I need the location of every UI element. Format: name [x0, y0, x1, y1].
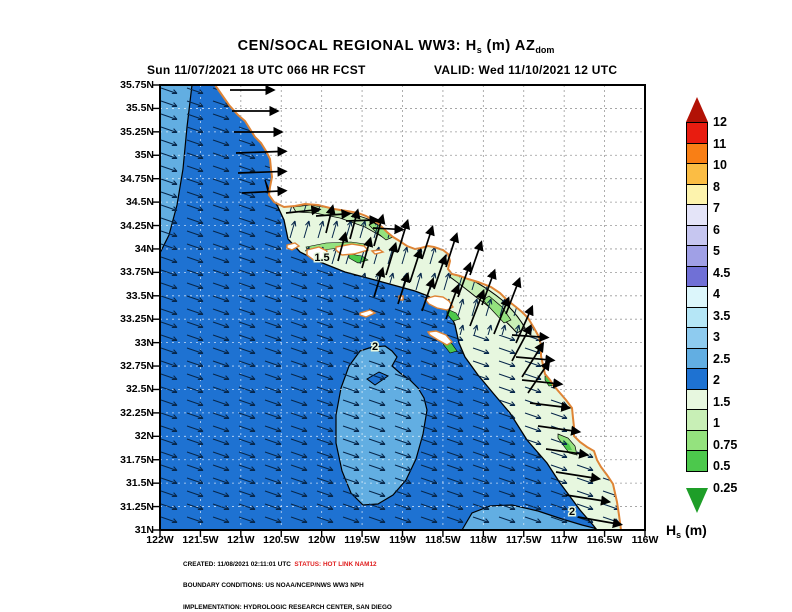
lat-tick-label: 32N [134, 430, 154, 443]
lat-tick-label: 34N [134, 242, 154, 255]
colorbar-segment [686, 163, 708, 185]
lon-tick-label: 118W [469, 534, 497, 546]
lon-tick-label: 116.5W [586, 534, 623, 546]
lon-tick-label: 119.5W [344, 534, 380, 546]
colorbar-tick-label: 0.5 [713, 459, 731, 474]
lat-tick-label: 34.25N [120, 219, 154, 232]
colorbar-tick-label: 0.75 [713, 437, 738, 452]
colorbar-segment [686, 327, 708, 349]
colorbar-segment [686, 429, 708, 452]
colorbar-tick-label: 1.5 [713, 394, 731, 409]
colorbar-tick-label: 5 [713, 244, 720, 259]
colorbar-tick-label: 11 [713, 136, 727, 151]
colorbar-tick-label: 3 [713, 330, 720, 345]
contour-label: 2 [372, 341, 378, 353]
colorbar-tick-label: 0.25 [713, 481, 738, 495]
lat-tick-label: 34.75N [120, 172, 154, 185]
map-frame [159, 84, 646, 531]
colorbar-segment [686, 347, 708, 370]
lon-tick-label: 121W [227, 534, 255, 546]
lat-tick-label: 32.25N [120, 406, 154, 419]
colorbar-segment [686, 450, 708, 472]
colorbar-segment [686, 183, 708, 206]
island-san-nicolas [359, 309, 377, 318]
lon-tick-label: 120.5W [263, 534, 300, 546]
lat-tick-label: 33.5N [125, 289, 154, 302]
colorbar-segment [686, 122, 708, 144]
colorbar-segment [686, 265, 708, 288]
colorbar-segment [686, 224, 708, 247]
contour-label: 2 [569, 506, 575, 518]
plot-footer: CREATED: 11/08/2021 02:11:01 UTC STATUS:… [183, 546, 392, 612]
colorbar-tick-label: 3.5 [713, 308, 731, 323]
lon-tick-label: 117.5W [505, 534, 542, 546]
lat-tick-label: 32.5N [125, 383, 154, 396]
colorbar-segment [686, 204, 708, 226]
lat-tick-label: 31N [134, 524, 154, 536]
contour-labels: 1.5 2 2 [313, 251, 577, 520]
colorbar-tick-label: 12 [713, 115, 727, 129]
lat-tick-label: 31.25N [120, 500, 154, 513]
colorbar-segment [686, 286, 708, 308]
run-time-label: Sun 11/07/2021 18 UTC 066 HR FCST [147, 63, 366, 77]
island-san-clemente [426, 330, 454, 346]
colorbar-tick-label: 10 [713, 158, 727, 173]
lat-tick-label: 31.75N [120, 453, 154, 466]
colorbar-tick-label: 2.5 [713, 351, 731, 366]
colorbar-tick-label: 1 [713, 416, 720, 431]
lon-tick-label: 120W [307, 534, 336, 546]
lon-tick-label: 121.5W [182, 534, 219, 546]
lat-tick-label: 35.25N [120, 125, 154, 138]
colorbar-tick-label: 7 [713, 201, 720, 216]
island-santa-rosa [306, 246, 328, 262]
colorbar-tick-label: 4 [713, 287, 720, 302]
colorbar-tick-label: 6 [713, 222, 720, 237]
colorbar-tick-label: 2 [713, 373, 720, 388]
lat-tick-label: 34.5N [125, 196, 154, 209]
lat-tick-label: 32.75N [120, 360, 154, 373]
colorbar-tick-label: 8 [713, 179, 720, 194]
footer-implementation-line: IMPLEMENTATION: HYDROLOGIC RESEARCH CENT… [183, 604, 392, 612]
coastal-wave-vectors [230, 84, 624, 529]
valid-time-label: VALID: Wed 11/10/2021 12 UTC [434, 63, 618, 77]
contour-label: 1.5 [314, 252, 329, 264]
lat-tick-label: 33N [134, 336, 154, 349]
island-catalina [423, 295, 455, 311]
lon-tick-label: 122W [146, 534, 174, 546]
lon-tick-label: 117W [550, 534, 578, 546]
lat-tick-label: 33.25N [120, 313, 154, 326]
lat-tick-label: 35N [134, 149, 154, 162]
colorbar-arrow-down [686, 488, 708, 513]
footer-boundary-line: BOUNDARY CONDITIONS: US NOAA/NCEP/NWS WW… [183, 582, 364, 590]
colorbar-segment [686, 388, 708, 411]
lon-tick-label: 116W [631, 534, 659, 546]
footer-status: STATUS: HOT LINK NAM12 [294, 560, 377, 568]
axis-ticks [153, 84, 646, 537]
island-anacapa [370, 249, 385, 255]
colorbar-segment [686, 245, 708, 267]
channel-islands [286, 242, 455, 346]
colorbar-segment [686, 142, 708, 165]
colorbar-unit-label: Hs (m) [666, 522, 707, 540]
lon-tick-label: 118.5W [425, 534, 461, 546]
page-title: CEN/SOCAL REGIONAL WW3: Hs (m) AZdom [237, 38, 555, 55]
lat-tick-label: 33.75N [120, 266, 154, 279]
colorbar-segment [686, 368, 708, 390]
colorbar [686, 122, 708, 472]
colorbar-tick-label: 4.5 [713, 265, 731, 280]
island-san-miguel [286, 242, 301, 251]
island-santa-cruz [335, 243, 370, 256]
colorbar-arrow-up [686, 97, 708, 122]
wave-height-map: 1.5 2 2 [153, 84, 646, 537]
lat-tick-label: 35.5N [125, 102, 154, 115]
lon-tick-label: 119W [389, 534, 416, 546]
lat-tick-label: 31.5N [125, 477, 154, 490]
lat-tick-label: 35.75N [120, 79, 154, 91]
footer-created-line: CREATED: 11/08/2021 02:11:01 UTC STATUS:… [183, 560, 377, 568]
map-canvas: 1.5 2 2 [153, 84, 646, 537]
colorbar-segment [686, 409, 708, 431]
colorbar-segment [686, 306, 708, 329]
